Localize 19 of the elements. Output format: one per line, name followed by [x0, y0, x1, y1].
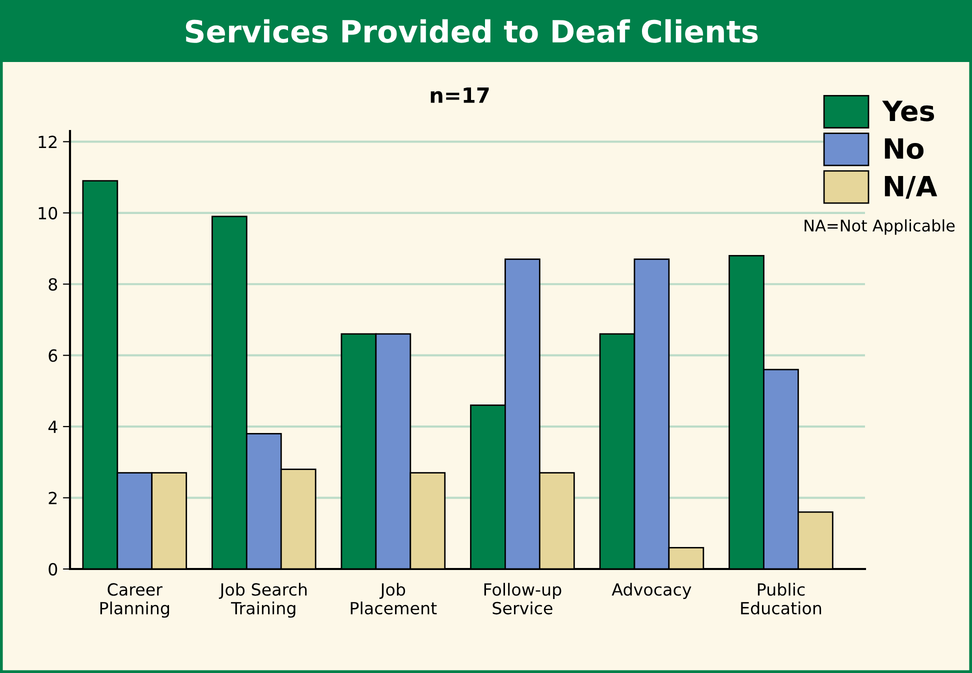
y-tick-label: 4: [48, 420, 58, 433]
x-tick-label: Job Placement: [350, 582, 437, 614]
x-tick-label: Career Planning: [100, 583, 170, 618]
y-tick-label: 0: [48, 562, 58, 576]
chart-title: Services Provided to Deaf Clients: [186, 19, 758, 43]
y-tick-label: 2: [48, 492, 57, 504]
annotation: NA=Not Applicable: [804, 219, 955, 235]
legend-label: N/A: [884, 176, 938, 199]
x-tick-label: Public Education: [741, 582, 822, 614]
y-tick-label: 8: [48, 278, 58, 291]
chart-subtitle: n=17: [430, 88, 489, 103]
y-tick-label: 10: [38, 206, 58, 220]
y-tick-label: 12: [38, 136, 57, 148]
legend-label: No: [884, 138, 924, 159]
x-tick-label: Job Search Training: [218, 582, 307, 618]
legend-label: Yes: [882, 100, 934, 122]
x-tick-label: Advocacy: [612, 582, 692, 600]
y-tick-label: 6: [48, 349, 58, 362]
x-tick-label: Follow-up Service: [484, 582, 562, 614]
